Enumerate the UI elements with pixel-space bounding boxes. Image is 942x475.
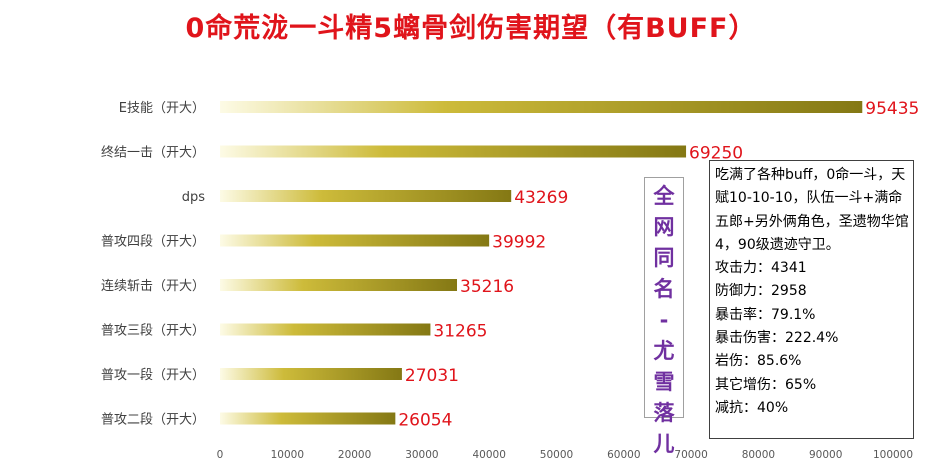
side-note-char-4: - <box>659 308 669 332</box>
bar-4 <box>220 279 458 291</box>
category-label-2: dps <box>182 190 206 205</box>
info-stat-3: 暴击伤害：222.4% <box>715 330 839 347</box>
bar-6 <box>220 368 402 380</box>
data-label-1: 69250 <box>689 144 743 164</box>
x-tick-label-2: 20000 <box>338 449 371 461</box>
x-tick-label-1: 10000 <box>271 449 304 461</box>
x-tick-label-10: 100000 <box>873 449 913 461</box>
info-box: 吃满了各种buff，0命一斗，天赋10-10-10，队伍一斗+满命五郎+另外俩角… <box>709 160 914 439</box>
side-note-char-6: 雪 <box>653 370 675 394</box>
x-tick-label-6: 60000 <box>607 449 640 461</box>
info-stat-0: 攻击力：4341 <box>715 260 807 277</box>
category-label-3: 普攻四段（开大） <box>101 235 205 250</box>
info-stat-5: 其它增伤：65% <box>715 376 817 393</box>
data-label-3: 39992 <box>492 233 546 253</box>
bar-0 <box>220 101 863 113</box>
info-description: 吃满了各种buff，0命一斗，天赋10-10-10，队伍一斗+满命五郎+另外俩角… <box>715 167 909 253</box>
x-tick-label-4: 40000 <box>472 449 505 461</box>
watermark-author-note: 全网同名 - 尤雪落儿 <box>644 177 684 456</box>
side-note-char-7: 落 <box>653 401 675 425</box>
side-note-char-3: 名 <box>653 277 675 301</box>
category-label-5: 普攻三段（开大） <box>101 324 205 339</box>
bar-7 <box>220 412 396 425</box>
x-tick-label-3: 30000 <box>405 449 438 461</box>
side-note-char-1: 网 <box>653 215 675 239</box>
info-stat-2: 暴击率：79.1% <box>715 306 816 323</box>
x-tick-label-8: 80000 <box>742 449 775 461</box>
side-note-char-8: 儿 <box>653 432 675 456</box>
x-tick-label-9: 90000 <box>809 449 842 461</box>
data-label-0: 95435 <box>865 99 919 119</box>
x-tick-label-0: 0 <box>217 449 224 461</box>
side-note-char-5: 尤 <box>653 339 675 363</box>
category-label-7: 普攻二段（开大） <box>101 413 205 428</box>
bar-5 <box>220 323 431 336</box>
category-label-0: E技能（开大） <box>119 101 205 116</box>
side-note-char-0: 全 <box>653 184 675 208</box>
bar-3 <box>220 234 490 247</box>
data-label-7: 26054 <box>398 411 452 431</box>
category-label-1: 终结一击（开大） <box>101 145 205 161</box>
data-label-6: 27031 <box>405 366 459 386</box>
info-stat-6: 减抗：40% <box>715 399 789 416</box>
info-stat-1: 防御力：2958 <box>715 283 807 300</box>
data-label-5: 31265 <box>433 322 487 342</box>
category-label-4: 连续斩击（开大） <box>101 278 205 294</box>
category-label-6: 普攻一段（开大） <box>101 368 205 383</box>
data-label-2: 43269 <box>514 188 568 208</box>
bar-1 <box>220 145 687 158</box>
x-tick-label-5: 50000 <box>540 449 573 461</box>
info-stat-4: 岩伤：85.6% <box>715 353 802 370</box>
data-label-4: 35216 <box>460 277 514 297</box>
side-note-char-2: 同 <box>653 246 675 270</box>
chart-title: 0命荒泷一斗精5螭骨剑伤害期望（有BUFF） <box>185 13 757 44</box>
bar-2 <box>220 190 512 202</box>
x-tick-label-7: 70000 <box>674 449 707 461</box>
